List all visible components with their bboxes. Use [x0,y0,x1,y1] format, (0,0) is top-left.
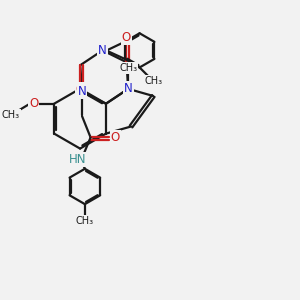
Text: N: N [124,82,133,95]
Text: N: N [98,44,107,57]
Text: CH₃: CH₃ [145,76,163,86]
Text: HN: HN [69,153,86,166]
Text: CH₃: CH₃ [119,63,137,73]
Text: N: N [78,85,86,98]
Text: O: O [122,32,131,44]
Text: CH₃: CH₃ [2,110,20,120]
Text: O: O [111,131,120,144]
Text: CH₃: CH₃ [76,216,94,226]
Text: O: O [76,83,85,96]
Text: O: O [29,97,38,110]
